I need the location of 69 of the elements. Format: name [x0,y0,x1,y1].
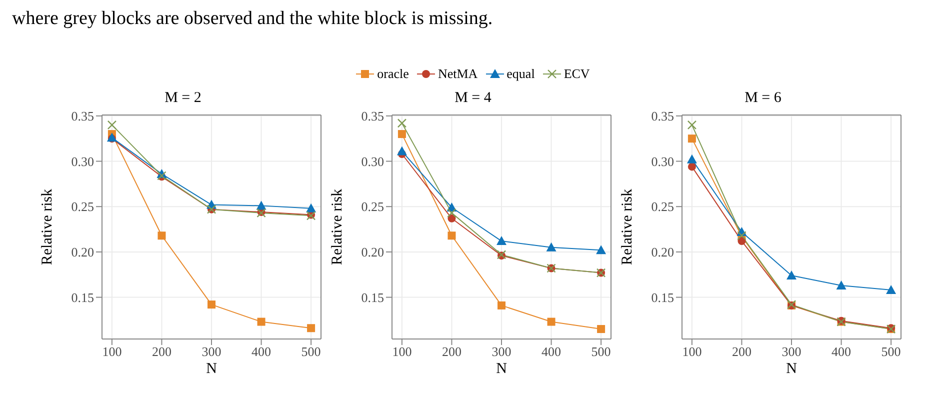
chart-title: M = 6 [744,90,782,108]
y-tick-label: 0.20 [651,244,674,260]
y-tick-label: 0.30 [71,154,94,169]
y-tick-label: 0.35 [651,108,674,124]
y-tick-label: 0.30 [651,154,674,169]
x-tick-label: 400 [832,344,852,360]
x-axis-title: N [496,361,508,377]
y-tick-label: 0.15 [651,290,674,305]
point [886,285,896,294]
point [596,245,606,254]
x-tick-label: 100 [392,344,412,360]
y-tick-label: 0.20 [71,244,94,260]
x-tick-label: 300 [202,344,222,360]
legend-label: equal [506,66,535,82]
x-tick-label: 500 [881,344,901,360]
point [257,318,266,326]
legend-label: NetMA [438,66,478,82]
legend-label: ECV [564,66,590,82]
point [397,118,407,128]
y-tick-label: 0.25 [361,199,384,214]
point [256,200,266,210]
x-axis-title: N [206,361,218,377]
chart-title: M = 2 [164,90,202,108]
x-tick-label: 100 [102,344,122,360]
x-tick-label: 200 [732,344,752,360]
y-tick-label: 0.25 [71,199,94,214]
point [688,162,696,171]
chart-title: M = 4 [454,90,492,108]
point [107,120,117,130]
y-tick-label: 0.15 [71,290,94,305]
point [307,324,316,332]
point [687,120,697,130]
point [496,236,506,246]
point [398,130,406,138]
x-tick-label: 500 [301,344,321,360]
point [447,208,456,218]
point [208,300,216,309]
y-tick-label: 0.35 [361,108,384,124]
point [448,232,456,240]
x-tick-label: 100 [682,344,702,360]
x-tick-label: 200 [152,344,172,360]
point [306,203,316,212]
point [547,318,556,326]
point [498,301,506,310]
text: where grey blocks are observed and the white block is missing. [11,8,494,31]
x-tick-label: 200 [442,344,462,360]
x-tick-label: 300 [492,344,512,360]
point [686,154,697,164]
y-tick-label: 0.35 [71,108,94,124]
y-tick-label: 0.25 [651,199,674,214]
point [158,232,166,240]
y-axis-title: Relative risk [39,188,56,266]
point [786,270,796,280]
y-tick-label: 0.15 [361,290,384,305]
y-tick-label: 0.20 [361,244,384,260]
point [396,146,407,156]
y-axis-title: Relative risk [619,188,636,266]
x-axis-title: N [786,361,798,377]
legend-label: oracle [377,66,409,82]
point [597,325,606,334]
x-tick-label: 400 [252,344,272,360]
x-tick-label: 300 [782,344,802,360]
point [546,242,556,252]
point [836,280,846,290]
y-tick-label: 0.30 [361,154,384,169]
x-tick-label: 400 [542,344,562,360]
y-axis-title: Relative risk [329,188,346,266]
x-tick-label: 500 [591,344,611,360]
point [688,134,696,143]
